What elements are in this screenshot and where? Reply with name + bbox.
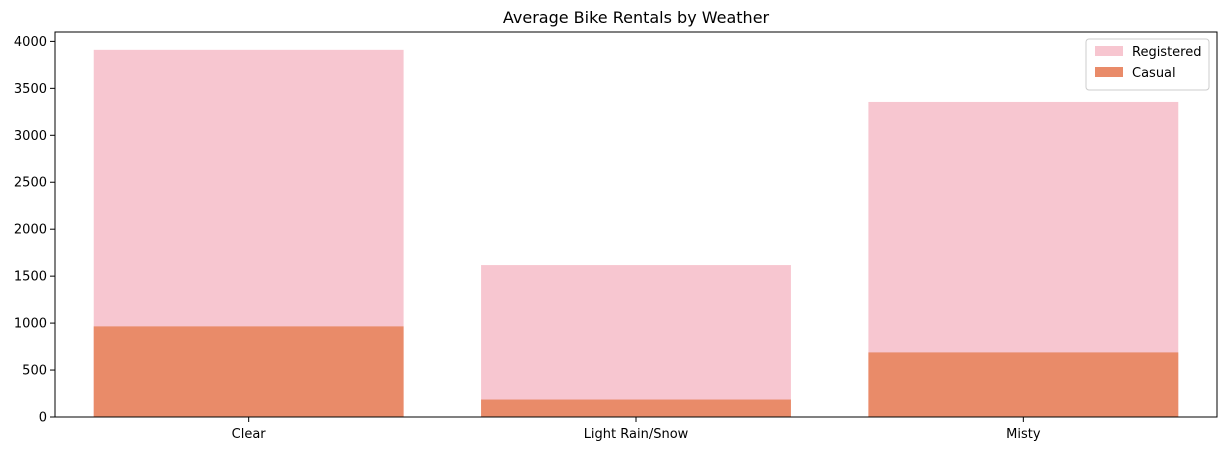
bar-registered-light-rain-snow	[481, 265, 791, 417]
legend-label-registered: Registered	[1132, 45, 1202, 60]
y-tick-label-3000: 3000	[14, 129, 47, 144]
legend: Registered Casual	[1085, 38, 1210, 91]
y-tick-label-1500: 1500	[14, 270, 47, 285]
bars	[93, 49, 1179, 418]
bar-casual-misty	[868, 352, 1179, 417]
legend-swatch-casual	[1095, 67, 1123, 77]
legend-label-casual: Casual	[1132, 66, 1176, 81]
x-tick-label-clear: Clear	[232, 427, 267, 442]
y-tick-label-1000: 1000	[14, 317, 47, 332]
bar-casual-light-rain-snow	[481, 399, 791, 417]
chart-title: Average Bike Rentals by Weather	[503, 8, 770, 27]
y-tick-label-0: 0	[39, 411, 47, 426]
x-tick-label-light-rain-snow: Light Rain/Snow	[584, 427, 689, 442]
legend-swatch-registered	[1095, 46, 1123, 56]
plot-frame	[54, 31, 1218, 418]
bar-casual-clear	[93, 326, 404, 417]
x-axis: Clear Light Rain/Snow Misty	[232, 417, 1041, 442]
y-tick-label-3500: 3500	[14, 82, 47, 97]
y-tick-label-4000: 4000	[14, 35, 47, 50]
y-tick-label-2500: 2500	[14, 176, 47, 191]
y-tick-label-500: 500	[22, 364, 47, 379]
y-axis: 0 500 1000 1500 2000 2500 3000 3500 4000	[14, 35, 55, 426]
x-tick-label-misty: Misty	[1006, 427, 1041, 442]
y-tick-label-2000: 2000	[14, 223, 47, 238]
